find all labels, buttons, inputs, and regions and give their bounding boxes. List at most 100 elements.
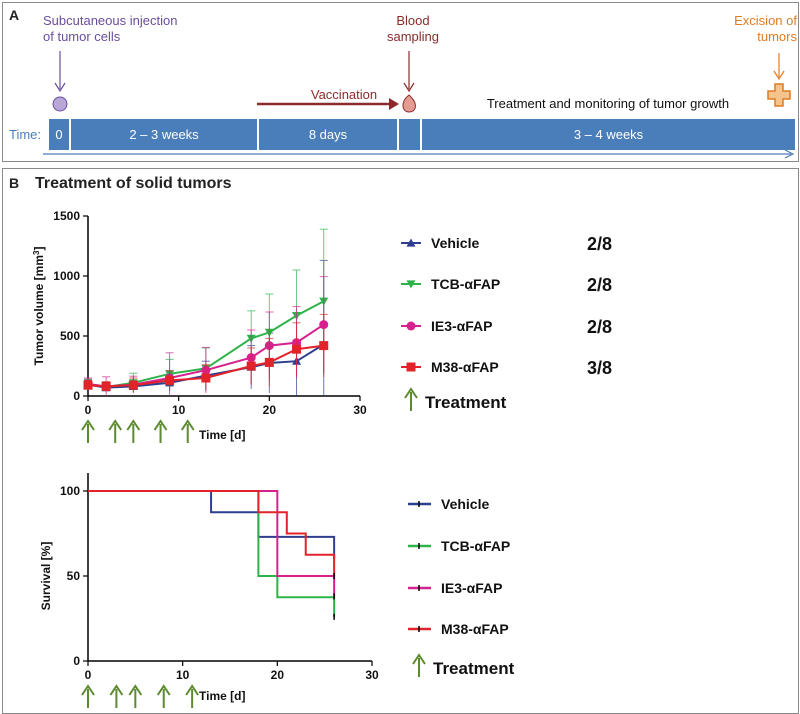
tumor-legend-marker-2 xyxy=(406,321,416,331)
survival-legend-treatment-label: Treatment xyxy=(433,659,515,678)
panel-b-label: B xyxy=(9,175,20,191)
survival-treatment-arrow-0-head xyxy=(81,684,95,696)
tumor-series-3-point-7 xyxy=(292,344,302,354)
tumor-series-3-point-8 xyxy=(319,341,329,351)
tumor-x-tick-label-0: 0 xyxy=(85,403,92,417)
survival-treatment-arrow-0 xyxy=(81,684,95,708)
survival-x-tick-label-0: 0 xyxy=(85,668,92,682)
blood-drop-icon xyxy=(402,94,416,113)
survival-x-tick-label-1: 10 xyxy=(176,668,190,682)
survival-series-3-line xyxy=(88,490,336,576)
timeline-segment-4: 3 – 4 weeks xyxy=(422,119,795,150)
survival-y-axis-label: Survival [%] xyxy=(39,542,53,611)
tumor-x-tick-label-3: 30 xyxy=(353,403,367,417)
tumor-legend-ratio-0: 2/8 xyxy=(587,234,612,254)
survival-treatment-arrow-2-head xyxy=(128,684,143,696)
tumor-treatment-arrow-1 xyxy=(108,419,123,443)
tumor-legend-label-0: Vehicle xyxy=(431,235,479,251)
tumor-legend-marker-0 xyxy=(406,238,416,247)
time-axis-arrow xyxy=(43,149,795,159)
vaccination-label: Vaccination xyxy=(310,87,378,102)
excision-label-line1: Excision of xyxy=(734,13,797,28)
timeline-segment-1: 2 – 3 weeks xyxy=(71,119,259,150)
timeline-segment-3 xyxy=(399,119,422,150)
survival-treatment-arrow-3-head xyxy=(156,684,171,696)
tumor-series-3-point-5 xyxy=(246,361,256,371)
injection-label-line2: of tumor cells xyxy=(43,29,121,44)
survival-x-tick-label-3: 30 xyxy=(365,668,379,682)
survival-treatment-arrow-4 xyxy=(185,684,199,708)
tumor-series-3-point-2 xyxy=(128,380,138,390)
survival-legend-label-1: TCB-αFAP xyxy=(441,538,510,554)
tumor-treatment-arrow-1-head xyxy=(108,419,123,431)
tumor-legend-ratio-3: 3/8 xyxy=(587,358,612,378)
tumor-treatment-arrow-4-head xyxy=(180,419,195,431)
treatment-monitoring-label: Treatment and monitoring of tumor growth xyxy=(486,96,730,111)
survival-legend-label-2: IE3-αFAP xyxy=(441,580,503,596)
tumor-y-tick-label-3: 1500 xyxy=(53,209,80,223)
survival-x-tick-label-2: 20 xyxy=(271,668,285,682)
blood-label-line2: sampling xyxy=(386,29,440,44)
tumor-treatment-arrow-4 xyxy=(180,419,195,443)
tumor-y-tick-label-2: 1000 xyxy=(53,269,80,283)
tumor-x-tick-label-2: 20 xyxy=(263,403,277,417)
tumor-series-3-point-1 xyxy=(101,381,111,391)
panel-a-label: A xyxy=(9,7,20,23)
injection-label: Subcutaneous injection of tumor cells xyxy=(43,13,233,45)
tumor-series-3-point-0 xyxy=(83,380,93,390)
tumor-legend-treatment-arrow xyxy=(404,387,418,411)
survival-series-0-line xyxy=(88,490,336,559)
survival-treatment-arrow-4-head xyxy=(185,684,199,696)
tumor-legend-label-3: M38-αFAP xyxy=(431,359,499,375)
time-label: Time: xyxy=(9,127,42,142)
timeline-segment-2: 8 days xyxy=(259,119,399,150)
injection-icon xyxy=(52,96,68,112)
tumor-legend-treatment-label: Treatment xyxy=(425,393,507,412)
survival-treatment-arrow-1-head xyxy=(109,684,124,696)
survival-legend-label-3: M38-αFAP xyxy=(441,621,509,637)
tumor-series-3-point-6 xyxy=(264,357,274,367)
tumor-treatment-arrow-3-head xyxy=(153,419,168,431)
blood-label-line1: Blood xyxy=(396,13,430,28)
blood-sampling-label: Blood sampling xyxy=(373,13,453,45)
tumor-x-axis-label: Time [d] xyxy=(199,428,245,442)
panel-b: B Treatment of solid tumors 0 500 1000 1500… xyxy=(2,168,799,714)
survival-legend-label-0: Vehicle xyxy=(441,496,489,512)
survival-treatment-arrow-1 xyxy=(109,684,124,708)
tumor-treatment-arrow-3 xyxy=(153,419,168,443)
survival-x-axis-label: Time [d] xyxy=(199,689,245,703)
excision-label: Excision of tumors xyxy=(719,13,797,45)
tumor-y-tick-label-0: 0 xyxy=(73,389,80,403)
timeline-segment-0: 0 xyxy=(49,119,71,150)
tumor-legend-label-2: IE3-αFAP xyxy=(431,318,493,334)
panel-b-title: Treatment of solid tumors xyxy=(35,175,232,192)
survival-y-tick-label-0: 0 xyxy=(73,654,80,668)
excision-arrow xyxy=(773,53,785,81)
blood-arrow xyxy=(403,51,415,93)
tumor-treatment-arrow-0-head xyxy=(81,419,95,431)
tumor-y-axis-label: Tumor volume [mm3] xyxy=(32,247,47,366)
survival-y-tick-label-2: 100 xyxy=(60,484,80,498)
tumor-x-tick-label-1: 10 xyxy=(172,403,186,417)
survival-legend-treatment-arrow-head xyxy=(412,653,426,665)
survival-y-tick-label-1: 50 xyxy=(67,569,81,583)
injection-arrow xyxy=(54,51,66,93)
tumor-legend-marker-3 xyxy=(406,362,416,372)
tumor-legend-ratio-2: 2/8 xyxy=(587,317,612,337)
panel-a: A Subcutaneous injection of tumor cells … xyxy=(2,2,799,162)
tumor-series-3-point-4 xyxy=(201,373,211,383)
injection-label-line1: Subcutaneous injection xyxy=(43,13,178,28)
tumor-series-3-point-3 xyxy=(165,375,175,385)
tumor-treatment-arrow-2 xyxy=(126,419,141,443)
survival-legend-treatment-arrow xyxy=(412,653,426,677)
tumor-legend-label-1: TCB-αFAP xyxy=(431,276,500,292)
excision-label-line2: tumors xyxy=(757,29,797,44)
timeline-graphics xyxy=(43,51,795,159)
tumor-y-tick-label-1: 500 xyxy=(60,329,80,343)
survival-treatment-arrow-2 xyxy=(128,684,143,708)
tumor-legend-treatment-arrow-head xyxy=(404,387,418,399)
vaccination-arrow xyxy=(257,98,399,110)
tumor-legend-ratio-1: 2/8 xyxy=(587,275,612,295)
tumor-treatment-arrow-0 xyxy=(81,419,95,443)
